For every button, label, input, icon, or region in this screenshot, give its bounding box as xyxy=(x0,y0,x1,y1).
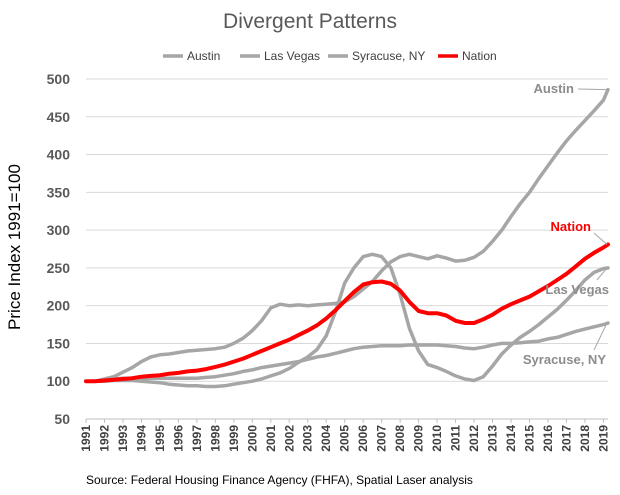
legend-label-nation: Nation xyxy=(462,49,497,63)
x-tick-label: 1999 xyxy=(227,425,241,452)
x-tick-label: 2013 xyxy=(486,425,500,452)
series-annotation-austin: Austin xyxy=(534,81,575,96)
x-tick-label: 1992 xyxy=(97,425,111,452)
x-tick-label: 1997 xyxy=(190,425,204,452)
x-tick-label: 2016 xyxy=(541,425,555,452)
y-tick-label: 250 xyxy=(47,260,71,276)
x-tick-label: 1994 xyxy=(134,425,148,452)
series-annotation-syracuse-ny: Syracuse, NY xyxy=(523,352,606,367)
x-tick-label: 2004 xyxy=(319,425,333,452)
grid xyxy=(86,78,608,420)
x-tick-label: 1991 xyxy=(79,425,93,452)
y-tick-label: 200 xyxy=(47,298,71,314)
chart-title: Divergent Patterns xyxy=(223,10,397,33)
legend-label-syracuse: Syracuse, NY xyxy=(352,49,425,63)
y-tick-label: 400 xyxy=(47,147,71,163)
x-tick-label: 2001 xyxy=(264,425,278,452)
annotation-leader xyxy=(596,267,608,281)
y-axis-label: Price Index 1991=100 xyxy=(5,164,24,330)
x-tick-label: 2015 xyxy=(522,425,536,452)
y-tick-label: 350 xyxy=(47,184,71,200)
x-tick-label: 2005 xyxy=(338,425,352,452)
series-line-las-vegas xyxy=(84,252,610,389)
x-tick-label: 2018 xyxy=(578,425,592,452)
y-tick-label: 100 xyxy=(47,373,71,389)
series-line-austin xyxy=(84,87,610,383)
series-line-nation xyxy=(84,242,610,384)
series-annotation-las-vegas: Las Vegas xyxy=(545,282,609,297)
series-annotation-nation: Nation xyxy=(551,219,592,234)
x-tick-label: 1995 xyxy=(153,425,167,452)
x-tick-label: 2011 xyxy=(449,425,463,451)
y-tick-label: 300 xyxy=(47,222,71,238)
x-tick-label: 2009 xyxy=(412,425,426,452)
x-tick-label: 2017 xyxy=(559,425,573,452)
x-tick-label: 1996 xyxy=(171,425,185,452)
x-tick-label: 2003 xyxy=(301,425,315,452)
x-tick-label: 1993 xyxy=(116,425,130,452)
series-annotations: Austin Nation Las Vegas Syracuse, NY xyxy=(523,81,609,367)
x-tick-label: 2019 xyxy=(596,425,610,452)
y-axis-ticks: 50 100 150 200 250 300 350 400 450 500 xyxy=(47,71,71,427)
x-tick-label: 2000 xyxy=(245,425,259,452)
legend-label-austin: Austin xyxy=(187,49,220,63)
series-line-syracuse-ny xyxy=(84,321,610,383)
x-tick-label: 2007 xyxy=(375,425,389,452)
legend-label-las-vegas: Las Vegas xyxy=(264,49,320,63)
y-tick-label: 150 xyxy=(47,335,71,351)
y-tick-label: 500 xyxy=(47,71,71,87)
x-tick-label: 2012 xyxy=(467,425,481,452)
annotation-leader xyxy=(577,88,608,91)
legend: Austin Las Vegas Syracuse, NY Nation xyxy=(163,49,497,63)
x-tick-label: 2010 xyxy=(430,425,444,452)
x-tick-label: 1998 xyxy=(208,425,222,452)
annotation-leader xyxy=(593,322,608,351)
y-tick-label: 450 xyxy=(47,109,71,125)
x-tick-label: 2008 xyxy=(393,425,407,452)
x-tick-label: 2014 xyxy=(504,425,518,452)
annotation-leader xyxy=(593,232,608,245)
series-lines xyxy=(84,87,610,389)
x-axis-ticks: 1991 1992 1993 1994 1995 1996 1997 1998 1999 2000… xyxy=(79,419,610,452)
x-tick-label: 2006 xyxy=(356,425,370,452)
source-note: Source: Federal Housing Finance Agency (… xyxy=(86,473,473,487)
y-tick-label: 50 xyxy=(54,411,70,427)
x-tick-label: 2002 xyxy=(282,425,296,452)
